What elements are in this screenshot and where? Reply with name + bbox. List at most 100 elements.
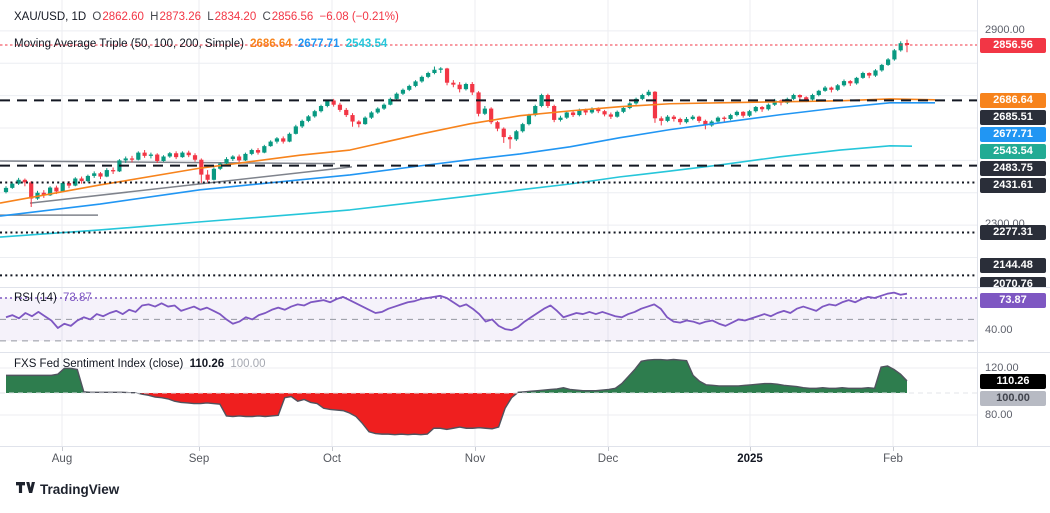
candle-body bbox=[804, 97, 809, 100]
time-axis[interactable]: Aug Sep Oct Nov Dec 2025 Feb bbox=[0, 446, 1050, 471]
candle-body bbox=[306, 116, 311, 121]
candle-body bbox=[167, 153, 172, 157]
trendline[interactable] bbox=[29, 166, 353, 204]
candle-body bbox=[400, 89, 406, 94]
candle-body bbox=[703, 120, 708, 126]
candle-body bbox=[363, 117, 368, 125]
candle-body bbox=[753, 106, 758, 112]
candle-body bbox=[892, 50, 897, 60]
candle-body bbox=[514, 131, 519, 140]
time-tick bbox=[893, 447, 894, 451]
candle-body bbox=[482, 108, 487, 114]
candle-body bbox=[608, 114, 613, 117]
symbol-legend[interactable]: XAU/USD, 1D O2862.60 H2873.26 L2834.20 C… bbox=[14, 11, 402, 23]
rsi-line bbox=[5, 291, 908, 332]
candle-body bbox=[10, 183, 15, 188]
price-badge: 110.26 bbox=[980, 373, 1046, 389]
ma100-value: 2677.71 bbox=[297, 38, 340, 50]
price-badge: 2543.54 bbox=[980, 143, 1046, 159]
candle-body bbox=[432, 69, 437, 73]
candle-body bbox=[476, 92, 481, 114]
candle-body bbox=[495, 122, 500, 129]
fed-baseline-value: 100.00 bbox=[230, 358, 266, 370]
low-value: 2834.20 bbox=[214, 11, 257, 23]
candle-body bbox=[835, 85, 840, 90]
candle-body bbox=[444, 68, 450, 83]
candle-body bbox=[741, 111, 746, 116]
tradingview-logo[interactable]: TradingView bbox=[16, 482, 119, 497]
candle-body bbox=[602, 111, 607, 115]
candle-body bbox=[344, 109, 349, 116]
trendline[interactable] bbox=[0, 160, 336, 165]
price-badge: 2856.56 bbox=[980, 37, 1046, 53]
time-tick bbox=[332, 447, 333, 451]
candle-body bbox=[337, 104, 343, 110]
price-badge: 73.87 bbox=[980, 292, 1046, 308]
axis-price-label: 2900.00 bbox=[985, 24, 1025, 36]
candle-body bbox=[722, 117, 727, 119]
candle-body bbox=[690, 116, 695, 119]
candle-body bbox=[29, 182, 34, 199]
candle-body bbox=[375, 108, 380, 113]
axis-price-label: 120.00 bbox=[985, 362, 1019, 374]
candle-body bbox=[79, 178, 84, 182]
candle-body bbox=[470, 84, 475, 93]
candle-body bbox=[904, 43, 910, 45]
ma50-value: 2686.64 bbox=[250, 38, 292, 50]
time-tick bbox=[608, 447, 609, 451]
candle-body bbox=[136, 152, 141, 160]
candle-body bbox=[104, 170, 109, 177]
fed-title: FXS Fed Sentiment Index (close) bbox=[14, 358, 184, 370]
candle-body bbox=[533, 106, 538, 116]
candle-body bbox=[678, 118, 683, 123]
candle-body bbox=[16, 179, 21, 184]
price-badge: 2686.64 bbox=[980, 92, 1046, 108]
candle-body bbox=[860, 72, 865, 78]
candle-body bbox=[111, 170, 116, 172]
candle-body bbox=[463, 84, 469, 90]
candle-body bbox=[848, 81, 853, 84]
rsi-title: RSI (14) bbox=[14, 292, 57, 304]
price-axis-rsi: 40.00 73.87 bbox=[978, 287, 1050, 353]
candle-body bbox=[615, 111, 620, 117]
time-tick bbox=[475, 447, 476, 451]
candle-body bbox=[539, 95, 544, 107]
candle-body bbox=[186, 152, 191, 156]
candle-body bbox=[898, 43, 903, 51]
candle-body bbox=[451, 82, 456, 85]
rsi-legend[interactable]: RSI (14) 73.87 bbox=[14, 292, 95, 304]
candle-body bbox=[3, 187, 9, 193]
price-badge: 2677.71 bbox=[980, 126, 1046, 142]
candle-body bbox=[331, 100, 336, 105]
candle-body bbox=[224, 159, 229, 164]
candle-body bbox=[48, 187, 53, 196]
time-axis-label: Oct bbox=[323, 453, 341, 465]
fed-legend[interactable]: FXS Fed Sentiment Index (close) 110.26 1… bbox=[14, 358, 269, 370]
candle-body bbox=[350, 115, 355, 122]
ma-legend[interactable]: Moving Average Triple (50, 100, 200, Sim… bbox=[14, 38, 390, 50]
candle-body bbox=[854, 77, 859, 84]
symbol-title: XAU/USD, 1D bbox=[14, 11, 87, 23]
candle-body bbox=[570, 112, 576, 116]
chart-canvas[interactable] bbox=[0, 0, 977, 446]
candle-body bbox=[268, 141, 273, 147]
candle-body bbox=[873, 70, 878, 76]
price-axis[interactable]: 2900.002300.002856.562686.642685.512677.… bbox=[977, 0, 1050, 446]
candle-body bbox=[369, 112, 374, 118]
fed-line bbox=[6, 358, 908, 436]
candle-body bbox=[161, 156, 166, 162]
candle-body bbox=[810, 95, 815, 100]
candle-body bbox=[501, 128, 506, 138]
fed-area-positive bbox=[6, 359, 907, 393]
candle-body bbox=[85, 175, 91, 182]
candle-body bbox=[507, 137, 513, 140]
fed-area-negative bbox=[6, 393, 907, 435]
price-badge: 100.00 bbox=[980, 390, 1046, 406]
candle-body bbox=[841, 81, 847, 86]
candle-body bbox=[287, 133, 292, 142]
candle-body bbox=[325, 100, 330, 107]
candle-body bbox=[457, 84, 462, 90]
price-badge: 2685.51 bbox=[980, 109, 1046, 125]
candle-body bbox=[885, 59, 891, 65]
